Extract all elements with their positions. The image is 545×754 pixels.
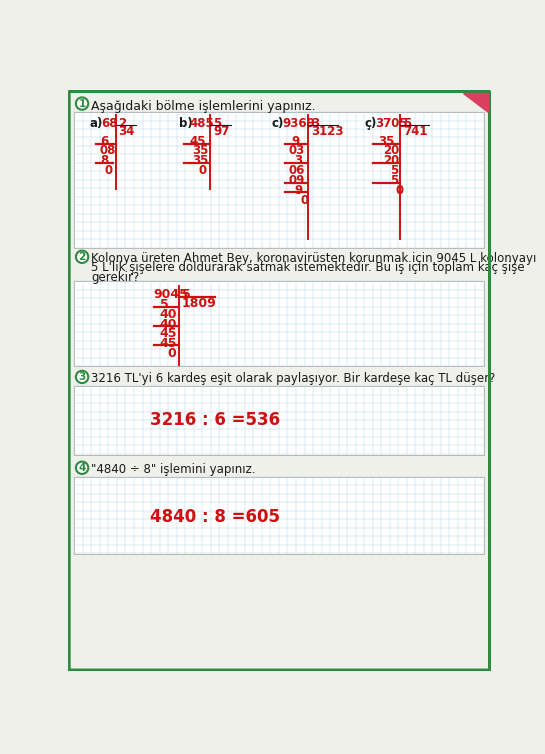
Text: c): c) xyxy=(272,117,284,130)
Bar xyxy=(74,386,483,455)
Text: 40: 40 xyxy=(160,317,177,331)
Text: "4840 ÷ 8" işlemini yapınız.: "4840 ÷ 8" işlemini yapınız. xyxy=(92,463,256,477)
Text: 3216 TL'yi 6 kardeş eşit olarak paylaşıyor. Bir kardeşe kaç TL düşer?: 3216 TL'yi 6 kardeş eşit olarak paylaşıy… xyxy=(92,372,496,385)
Bar xyxy=(74,281,483,366)
Text: 4840 : 8 =605: 4840 : 8 =605 xyxy=(149,508,280,526)
Text: 34: 34 xyxy=(118,125,135,138)
Text: 20: 20 xyxy=(383,155,399,167)
Text: 0: 0 xyxy=(395,185,403,198)
Circle shape xyxy=(76,250,88,263)
Text: 9: 9 xyxy=(294,184,302,197)
Text: 1: 1 xyxy=(78,99,86,109)
Text: 5: 5 xyxy=(391,174,399,188)
Text: 0: 0 xyxy=(198,164,207,177)
Text: 09: 09 xyxy=(288,174,305,188)
Circle shape xyxy=(76,371,88,383)
Text: 0: 0 xyxy=(167,347,176,360)
Text: 45: 45 xyxy=(160,327,177,340)
Text: 35: 35 xyxy=(192,155,209,167)
Text: gerekir?: gerekir? xyxy=(92,271,140,284)
Text: 8: 8 xyxy=(101,155,109,167)
Text: 9: 9 xyxy=(292,135,300,148)
Text: 35: 35 xyxy=(378,135,395,148)
Bar xyxy=(74,477,483,554)
Text: 2: 2 xyxy=(78,252,86,262)
Text: 03: 03 xyxy=(288,144,305,158)
Text: b): b) xyxy=(179,117,193,130)
Circle shape xyxy=(76,97,88,110)
Text: 45: 45 xyxy=(160,337,177,350)
Text: 3216 : 6 =536: 3216 : 6 =536 xyxy=(149,411,280,429)
Text: 3705: 3705 xyxy=(375,117,408,130)
Text: 6: 6 xyxy=(101,135,109,148)
Text: Aşağıdaki bölme işlemlerini yapınız.: Aşağıdaki bölme işlemlerini yapınız. xyxy=(92,100,316,112)
Text: ç): ç) xyxy=(364,117,377,130)
Text: a): a) xyxy=(90,117,103,130)
Text: 20: 20 xyxy=(383,144,399,158)
Text: 0: 0 xyxy=(301,194,309,207)
Text: Kolonya üreten Ahmet Bey, koronavirüsten korunmak için 9045 L kolonyayı: Kolonya üreten Ahmet Bey, koronavirüsten… xyxy=(92,252,537,265)
Text: 5 L'lik şişelere doldurarak satmak istemektedir. Bu iş için toplam kaç şişe: 5 L'lik şişelere doldurarak satmak istem… xyxy=(92,262,525,274)
Text: 5: 5 xyxy=(403,117,411,130)
Text: 5: 5 xyxy=(391,164,399,177)
Text: 9045: 9045 xyxy=(153,287,188,301)
Text: 06: 06 xyxy=(288,164,305,177)
Text: 97: 97 xyxy=(213,125,229,138)
Text: 2: 2 xyxy=(118,117,126,130)
Text: 45: 45 xyxy=(190,135,207,148)
Text: 5: 5 xyxy=(213,117,221,130)
Circle shape xyxy=(76,461,88,474)
Text: 3: 3 xyxy=(294,155,302,167)
Text: 68: 68 xyxy=(101,117,118,130)
Text: 5: 5 xyxy=(182,287,191,301)
Text: 40: 40 xyxy=(160,308,177,320)
Text: 3: 3 xyxy=(312,117,319,130)
Text: 741: 741 xyxy=(403,125,427,138)
Text: 3123: 3123 xyxy=(312,125,344,138)
Text: 0: 0 xyxy=(105,164,113,177)
Text: 5: 5 xyxy=(160,299,168,311)
Text: 485: 485 xyxy=(190,117,215,130)
Text: 4: 4 xyxy=(78,463,86,473)
Text: 1809: 1809 xyxy=(182,297,217,310)
Text: 3: 3 xyxy=(78,372,86,382)
Text: 08: 08 xyxy=(99,144,116,158)
Text: 35: 35 xyxy=(192,144,209,158)
Text: 9369: 9369 xyxy=(283,117,316,130)
Bar xyxy=(74,112,483,247)
Polygon shape xyxy=(463,93,488,112)
